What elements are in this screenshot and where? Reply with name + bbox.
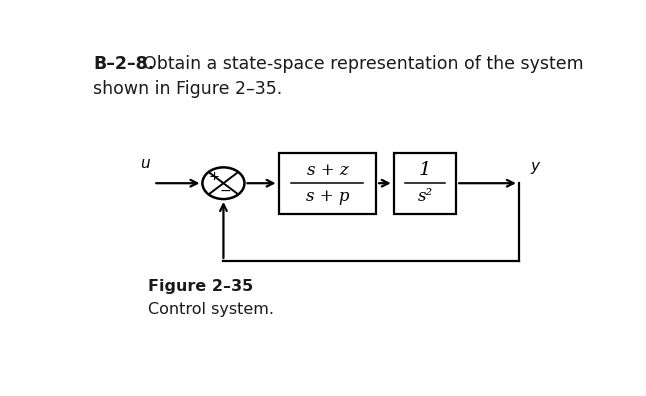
Text: Figure 2–35: Figure 2–35 [149, 279, 254, 294]
Bar [393, 153, 456, 214]
Text: Control system.: Control system. [149, 302, 275, 317]
Bar [278, 153, 376, 214]
Text: +: + [209, 170, 220, 183]
Text: −: − [220, 184, 231, 198]
Text: $y$: $y$ [530, 160, 542, 175]
Text: s + p: s + p [306, 188, 349, 205]
Text: s + z: s + z [306, 162, 348, 179]
Text: s²: s² [417, 188, 433, 205]
Text: B–2–8.: B–2–8. [93, 55, 154, 73]
Text: $u$: $u$ [140, 157, 151, 171]
Text: shown in Figure 2–35.: shown in Figure 2–35. [93, 80, 282, 97]
Text: Obtain a state-space representation of the system: Obtain a state-space representation of t… [132, 55, 584, 73]
Text: 1: 1 [419, 162, 431, 179]
